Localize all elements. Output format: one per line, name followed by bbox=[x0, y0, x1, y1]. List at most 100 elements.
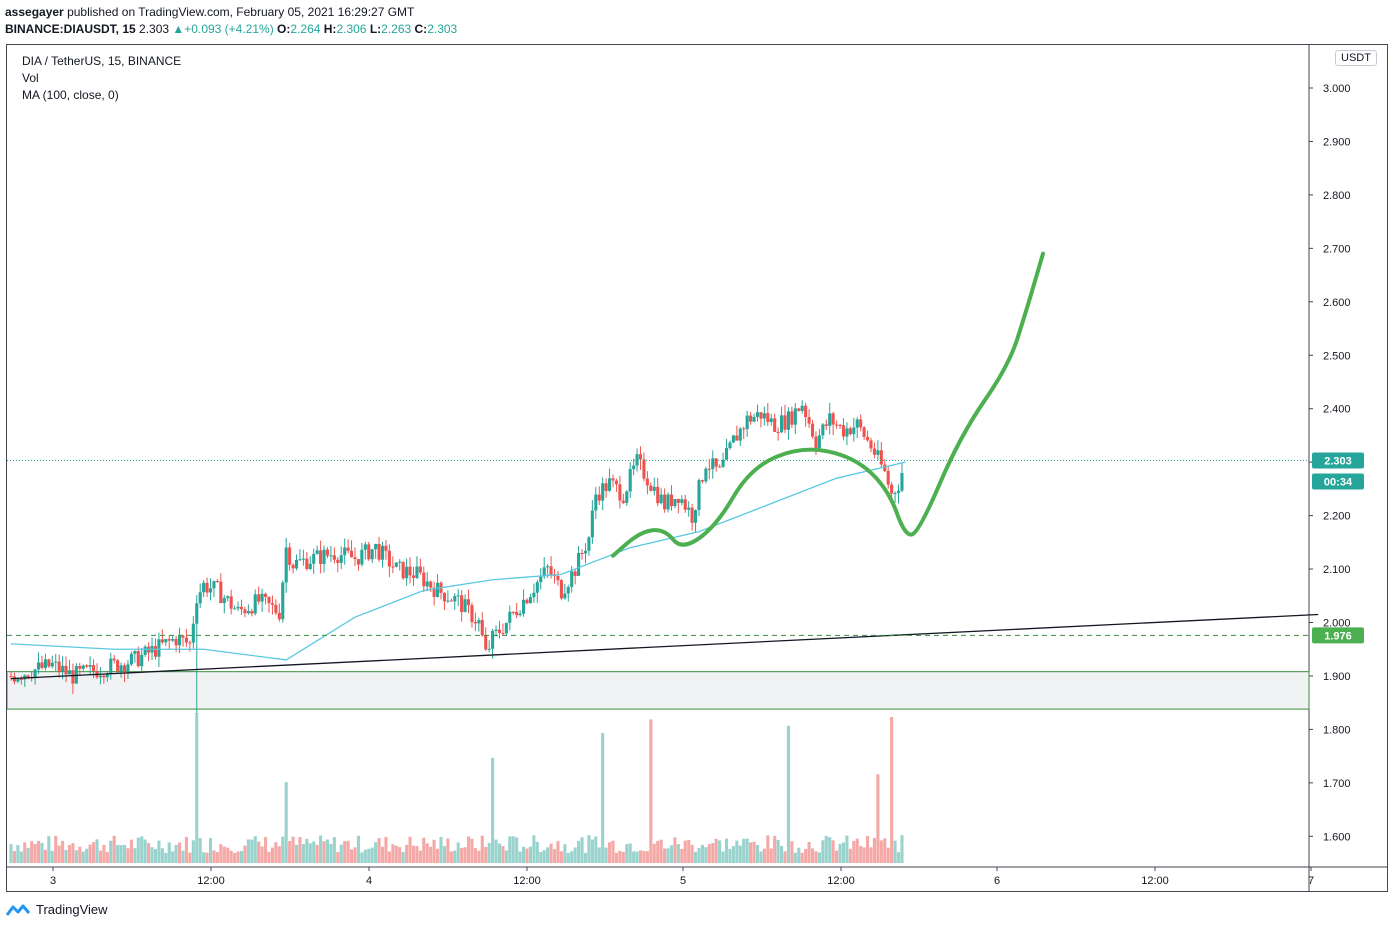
volume-bar bbox=[288, 841, 292, 863]
trendline bbox=[10, 613, 1319, 680]
volume-bar bbox=[752, 841, 756, 863]
volume-bar bbox=[119, 845, 123, 863]
close-label: C: bbox=[414, 22, 428, 36]
y-tick-label: 2.400 bbox=[1323, 404, 1351, 416]
brand-name[interactable]: TradingView bbox=[36, 902, 108, 917]
volume-bar bbox=[202, 852, 206, 863]
volume-bar bbox=[652, 843, 656, 863]
volume-bar bbox=[343, 841, 347, 863]
candle-body bbox=[755, 412, 760, 417]
volume-bar bbox=[817, 852, 821, 863]
candle-body bbox=[694, 510, 698, 523]
volume-bar bbox=[869, 847, 873, 863]
candle-body bbox=[577, 552, 581, 576]
candle-body bbox=[277, 612, 281, 620]
candle-body bbox=[78, 666, 82, 669]
volume-bar bbox=[16, 845, 20, 863]
candle-body bbox=[322, 549, 326, 565]
volume-bar bbox=[570, 851, 574, 863]
candle-body bbox=[473, 622, 477, 624]
candle-body bbox=[508, 611, 512, 623]
candle-body bbox=[687, 507, 691, 510]
candle-body bbox=[835, 424, 839, 426]
volume-bar bbox=[807, 842, 811, 863]
volume-bar bbox=[477, 850, 481, 863]
volume-bar bbox=[74, 850, 78, 863]
candle-body bbox=[697, 480, 701, 511]
volume-bar bbox=[363, 849, 367, 863]
candle-body bbox=[143, 646, 147, 655]
candle-body bbox=[494, 629, 498, 631]
candle-body bbox=[50, 662, 54, 667]
candle-body bbox=[102, 675, 106, 678]
candle-body bbox=[415, 566, 419, 578]
legend-vol: Vol bbox=[22, 71, 39, 85]
volume-bar bbox=[855, 838, 859, 863]
volume-bar bbox=[824, 835, 828, 863]
candle-body bbox=[828, 413, 832, 426]
volume-bar bbox=[81, 851, 85, 863]
candle-body bbox=[411, 575, 416, 578]
volume-bar bbox=[257, 841, 261, 863]
volume-bar bbox=[325, 839, 330, 863]
volume-bar bbox=[704, 847, 708, 863]
chart-frame[interactable]: 3.0002.9002.8002.7002.6002.5002.4002.300… bbox=[6, 44, 1388, 892]
volume-bar bbox=[504, 850, 508, 863]
candle-body bbox=[274, 604, 278, 613]
volume-bar bbox=[669, 845, 674, 863]
volume-bar bbox=[47, 836, 51, 863]
volume-bar bbox=[580, 837, 584, 863]
volume-bar bbox=[673, 837, 677, 863]
volume-bar bbox=[749, 842, 753, 863]
candle-body bbox=[442, 592, 446, 602]
volume-bar bbox=[649, 719, 653, 863]
candle-body bbox=[745, 415, 749, 430]
volume-bar bbox=[642, 850, 646, 863]
volume-bar bbox=[387, 851, 391, 863]
candle-body bbox=[594, 494, 598, 511]
volume-bar bbox=[126, 848, 130, 863]
volume-bar bbox=[36, 840, 41, 863]
candle-body bbox=[628, 469, 632, 492]
candle-body bbox=[487, 648, 491, 650]
volume-bar bbox=[370, 847, 374, 863]
volume-bar bbox=[377, 838, 381, 863]
candle-body bbox=[817, 435, 821, 448]
candle-body bbox=[814, 436, 818, 448]
candle-body bbox=[288, 547, 292, 565]
volume-bar bbox=[714, 838, 718, 863]
x-tick-label: 7 bbox=[1308, 875, 1314, 887]
volume-bar bbox=[160, 848, 164, 863]
volume-bar bbox=[556, 841, 560, 863]
volume-bar bbox=[425, 843, 429, 863]
currency-button[interactable]: USDT bbox=[1335, 50, 1377, 66]
candle-body bbox=[714, 458, 718, 467]
volume-bar bbox=[780, 845, 784, 863]
volume-bar bbox=[243, 845, 247, 863]
volume-bar bbox=[487, 842, 491, 863]
candle-body bbox=[16, 678, 20, 682]
candle-body bbox=[325, 549, 330, 556]
candle-body bbox=[264, 593, 268, 597]
candle-body bbox=[821, 424, 825, 436]
candle-body bbox=[556, 575, 560, 581]
y-tick-label: 2.700 bbox=[1323, 243, 1351, 255]
volume-bar bbox=[267, 851, 271, 863]
candle-body bbox=[800, 405, 804, 411]
volume-bar bbox=[102, 844, 106, 863]
candle-body bbox=[257, 594, 261, 602]
candle-body bbox=[518, 613, 522, 616]
volume-bar bbox=[508, 836, 512, 863]
price-chart[interactable]: 3.0002.9002.8002.7002.6002.5002.4002.300… bbox=[7, 45, 1387, 891]
candle-body bbox=[222, 598, 226, 604]
volume-bar bbox=[250, 839, 254, 863]
candle-body bbox=[659, 494, 663, 504]
volume-bar bbox=[728, 848, 732, 863]
candle-body bbox=[515, 611, 519, 616]
volume-bar bbox=[814, 851, 818, 863]
volume-bar bbox=[793, 852, 797, 863]
volume-bar bbox=[298, 837, 302, 863]
candle-body bbox=[229, 596, 233, 609]
volume-bar bbox=[621, 851, 625, 863]
volume-bar bbox=[552, 849, 557, 863]
